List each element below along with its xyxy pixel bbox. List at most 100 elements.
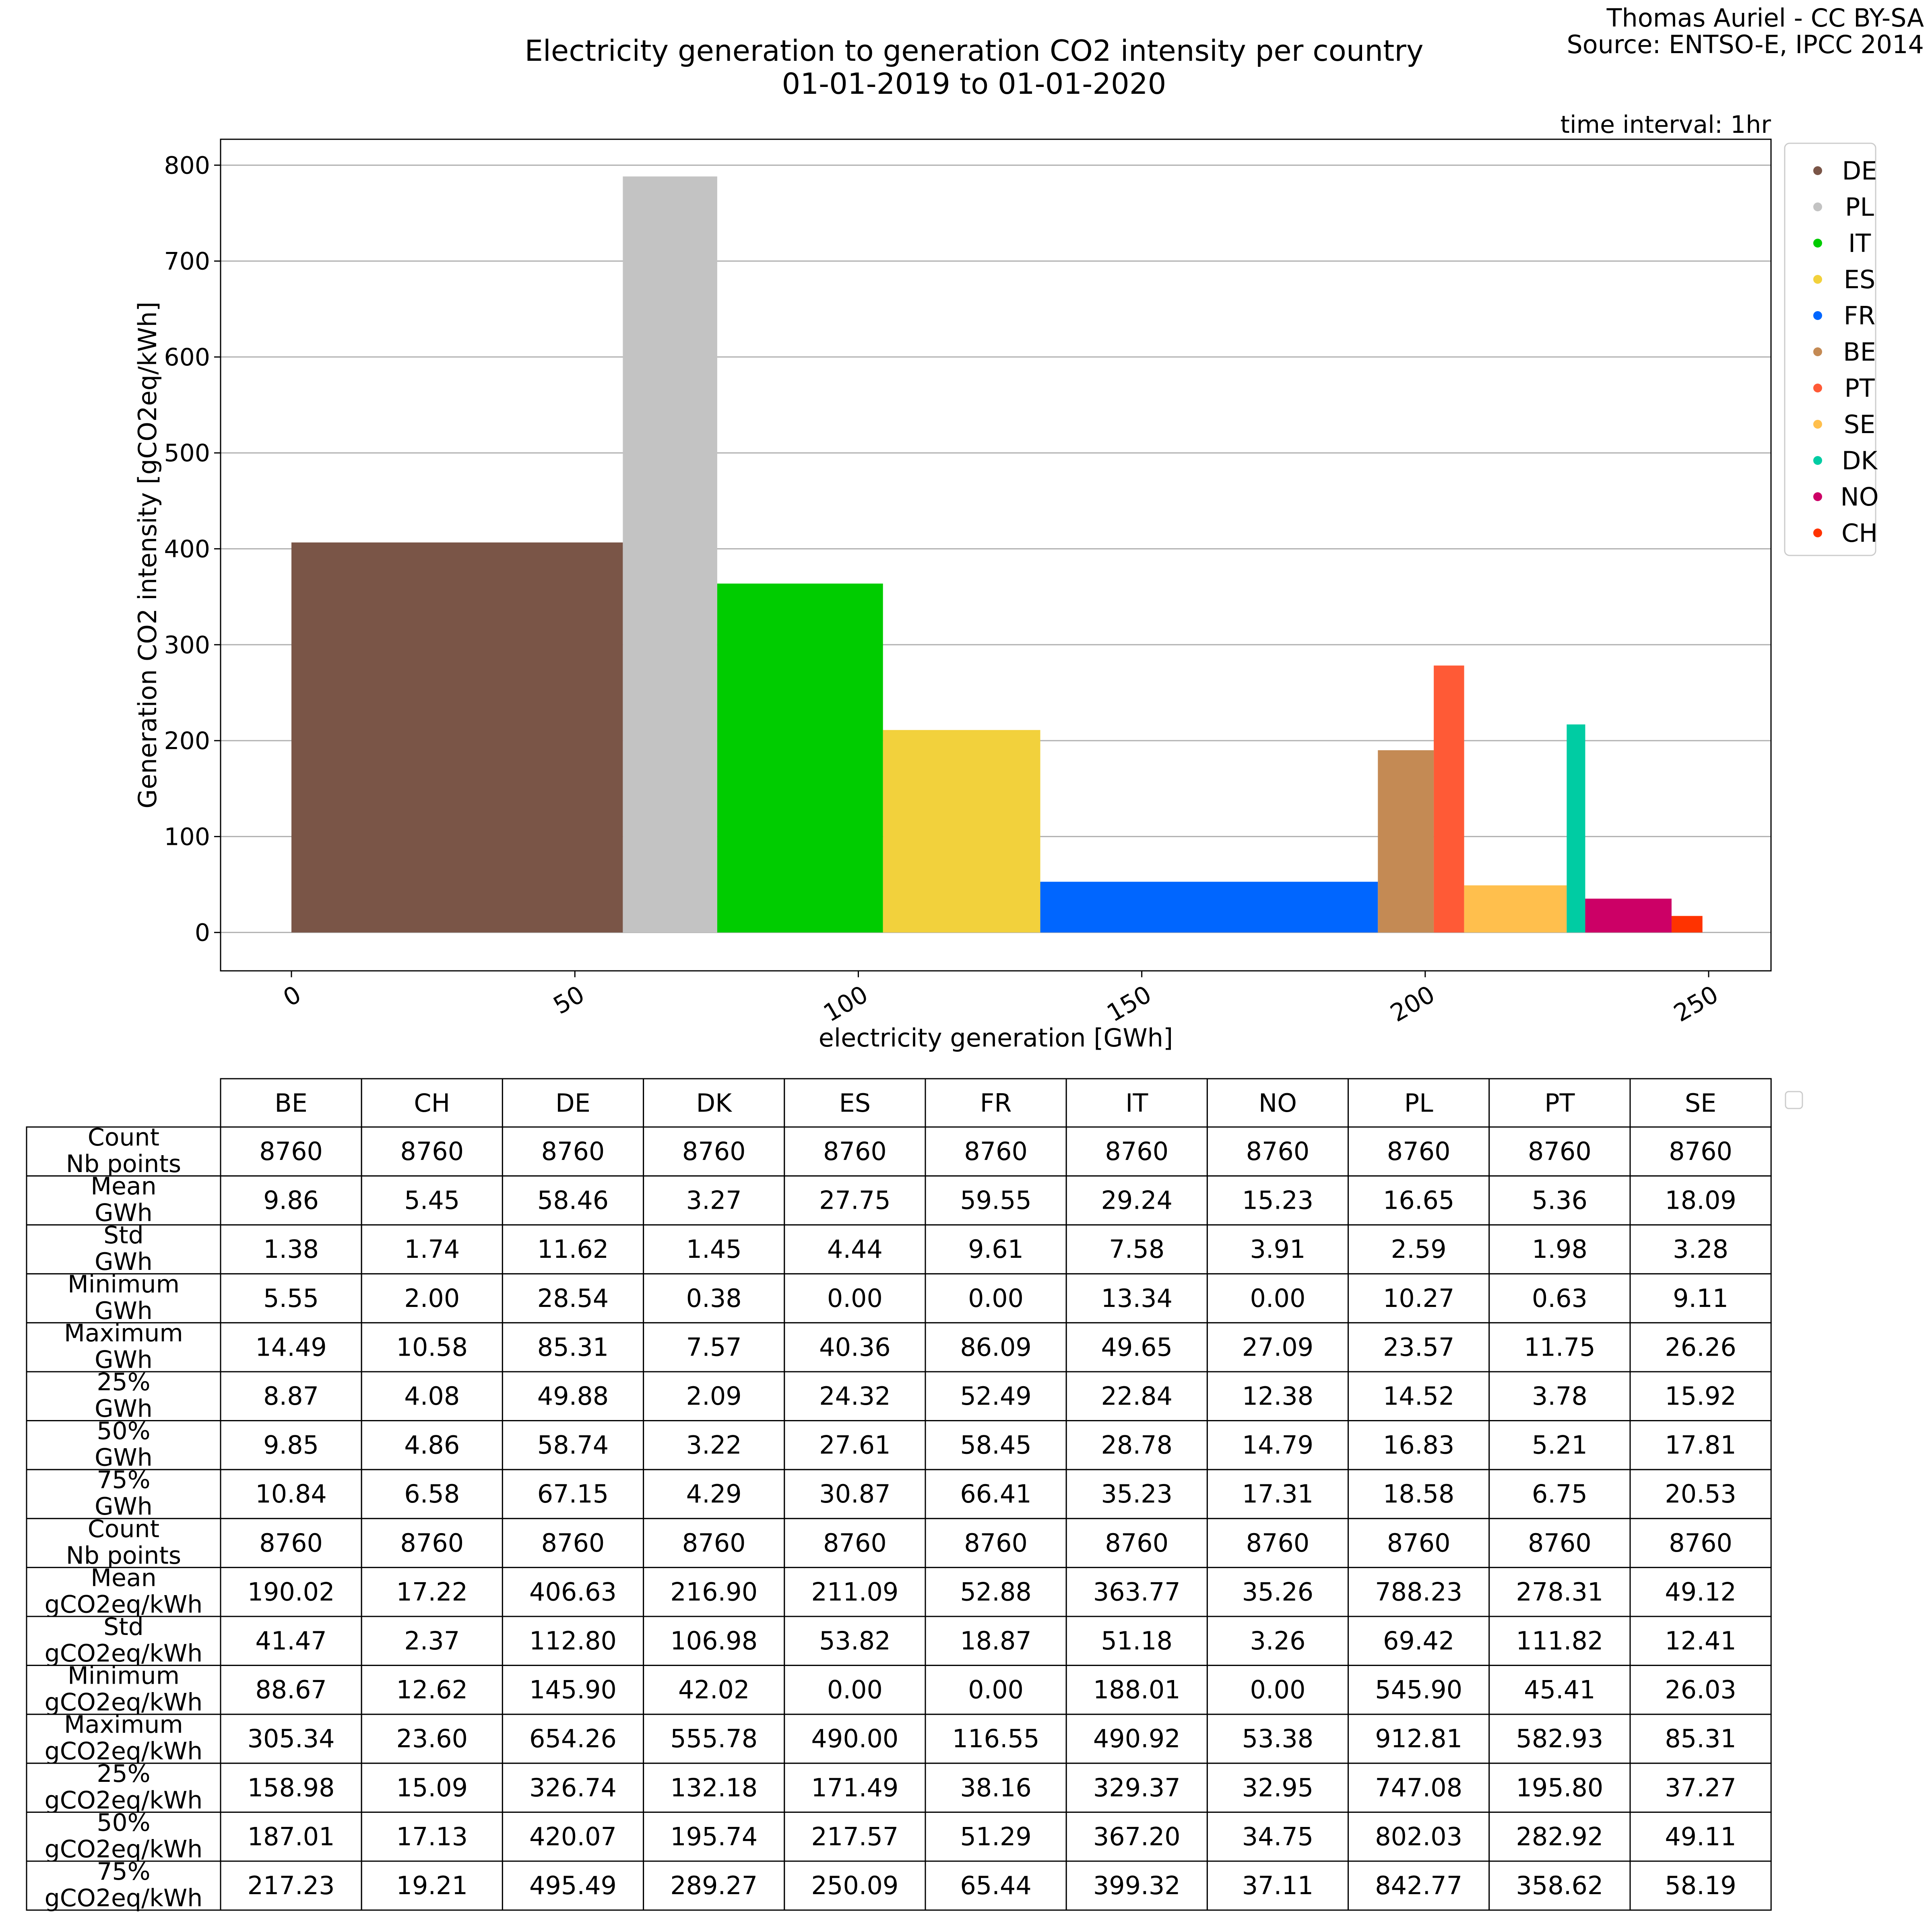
table-cell — [220, 1518, 362, 1568]
table-cell — [1206, 1616, 1349, 1666]
table-cell-value: 188.01 — [1093, 1675, 1181, 1705]
table-cell-value: 67.15 — [537, 1479, 609, 1509]
table-cell — [502, 1518, 644, 1568]
table-cell-value: 59.55 — [960, 1186, 1032, 1215]
table-cell — [1488, 1860, 1631, 1911]
table-cell — [1488, 1469, 1631, 1519]
table-cell — [502, 1175, 644, 1226]
table-cell-value: 14.52 — [1383, 1381, 1455, 1411]
table-cell — [643, 1126, 785, 1177]
table-row-unit: GWh — [95, 1492, 153, 1521]
table-cell-value: 17.22 — [396, 1577, 468, 1606]
table-cell — [1065, 1322, 1208, 1373]
legend-label-de: DE — [1842, 156, 1877, 186]
table-cell-value: 195.80 — [1516, 1773, 1603, 1802]
legend-label-es: ES — [1844, 265, 1876, 294]
legend-marker-it — [1813, 239, 1822, 248]
table-cell-value: 7.58 — [1109, 1234, 1164, 1264]
table-cell-value: 802.03 — [1375, 1822, 1462, 1851]
table-cell-value: 8760 — [1105, 1137, 1168, 1166]
table-header-cell — [1488, 1078, 1631, 1128]
table-cell-value: 32.95 — [1242, 1773, 1314, 1802]
table-cell — [1629, 1713, 1772, 1764]
table-cell-value: 8760 — [400, 1137, 464, 1166]
table-cell-value: 17.81 — [1665, 1430, 1736, 1460]
table-cell — [784, 1616, 926, 1666]
table-cell-value: 9.86 — [263, 1186, 319, 1215]
table-row-unit: gCO2eq/kWh — [45, 1737, 203, 1765]
table-cell-value: 2.37 — [404, 1626, 460, 1655]
table-cell — [1206, 1518, 1349, 1568]
table-cell-value: 42.02 — [678, 1675, 750, 1705]
table-cell-value: 49.12 — [1665, 1577, 1736, 1606]
table-cell — [925, 1518, 1067, 1568]
table-cell-value: 11.75 — [1524, 1332, 1596, 1362]
table-cell — [925, 1860, 1067, 1911]
table-cell — [361, 1469, 503, 1519]
table-cell — [1488, 1763, 1631, 1813]
table-cell-value: 582.93 — [1516, 1724, 1603, 1753]
table-cell — [784, 1469, 926, 1519]
table-cell — [925, 1567, 1067, 1617]
table-row-unit: gCO2eq/kWh — [45, 1835, 203, 1863]
table-row-unit: gCO2eq/kWh — [45, 1639, 203, 1668]
table-cell-value: 8760 — [1528, 1528, 1591, 1558]
table-cell-value: 65.44 — [960, 1871, 1032, 1900]
table-row-header-cell — [26, 1224, 221, 1275]
table-row-unit: gCO2eq/kWh — [45, 1688, 203, 1717]
table-cell-value: 58.74 — [537, 1430, 609, 1460]
table-cell — [220, 1860, 362, 1911]
table-cell-value: 158.98 — [248, 1773, 335, 1802]
table-row-unit: gCO2eq/kWh — [45, 1884, 203, 1912]
table-cell — [925, 1763, 1067, 1813]
legend-marker-no — [1813, 492, 1822, 501]
table-cell-value: 278.31 — [1516, 1577, 1603, 1606]
table-cell — [784, 1518, 926, 1568]
table-cell-value: 35.23 — [1101, 1479, 1173, 1509]
table-cell-value: 217.57 — [811, 1822, 898, 1851]
table-cell — [361, 1616, 503, 1666]
table-cell-value: 8760 — [1105, 1528, 1168, 1558]
table-cell — [784, 1371, 926, 1422]
y-tick-label: 700 — [164, 248, 210, 276]
table-cell-value: 12.38 — [1242, 1381, 1314, 1411]
table-cell — [1065, 1567, 1208, 1617]
table-row-unit: GWh — [95, 1297, 153, 1325]
table-cell-value: 12.41 — [1665, 1626, 1736, 1655]
table-cell — [502, 1567, 644, 1617]
table-cell-value: 1.45 — [686, 1234, 742, 1264]
table-cell — [220, 1175, 362, 1226]
table-cell — [1348, 1175, 1490, 1226]
table-cell-value: 195.74 — [670, 1822, 758, 1851]
table-cell-value: 29.24 — [1101, 1186, 1173, 1215]
table-row-label: 25% — [97, 1760, 150, 1788]
table-cell-value: 41.47 — [255, 1626, 327, 1655]
table-cell-value: 3.27 — [686, 1186, 742, 1215]
table-cell-value: 85.31 — [1665, 1724, 1736, 1753]
table-cell-value: 52.88 — [960, 1577, 1032, 1606]
table-cell — [502, 1860, 644, 1911]
table-cell-value: 9.61 — [968, 1234, 1024, 1264]
y-ticks: 0 100 200 300 400 500 600 700 800 — [164, 151, 221, 947]
legend-label-pt: PT — [1844, 374, 1875, 403]
table-cell — [925, 1665, 1067, 1715]
table-cell-value: 8760 — [964, 1528, 1028, 1558]
table-cell-value: 86.09 — [960, 1332, 1032, 1362]
table-cell-value: 18.87 — [960, 1626, 1032, 1655]
table-cell — [1348, 1665, 1490, 1715]
table-cell — [784, 1811, 926, 1862]
table-cell-value: 8760 — [682, 1528, 746, 1558]
table-cell — [925, 1713, 1067, 1764]
table-cell — [1065, 1224, 1208, 1275]
table-cell-value: 8760 — [1669, 1528, 1732, 1558]
table-cell — [1629, 1616, 1772, 1666]
table-cell-value: 17.13 — [396, 1822, 468, 1851]
table-cell-value: 12.62 — [396, 1675, 468, 1705]
table-cell-value: 3.78 — [1532, 1381, 1587, 1411]
table-cell-value: 27.09 — [1242, 1332, 1314, 1362]
table-cell-value: 51.29 — [960, 1822, 1032, 1851]
table-cell — [1065, 1811, 1208, 1862]
table-cell — [1629, 1175, 1772, 1226]
table-cell — [784, 1273, 926, 1323]
table-row-label: Count — [88, 1123, 159, 1152]
